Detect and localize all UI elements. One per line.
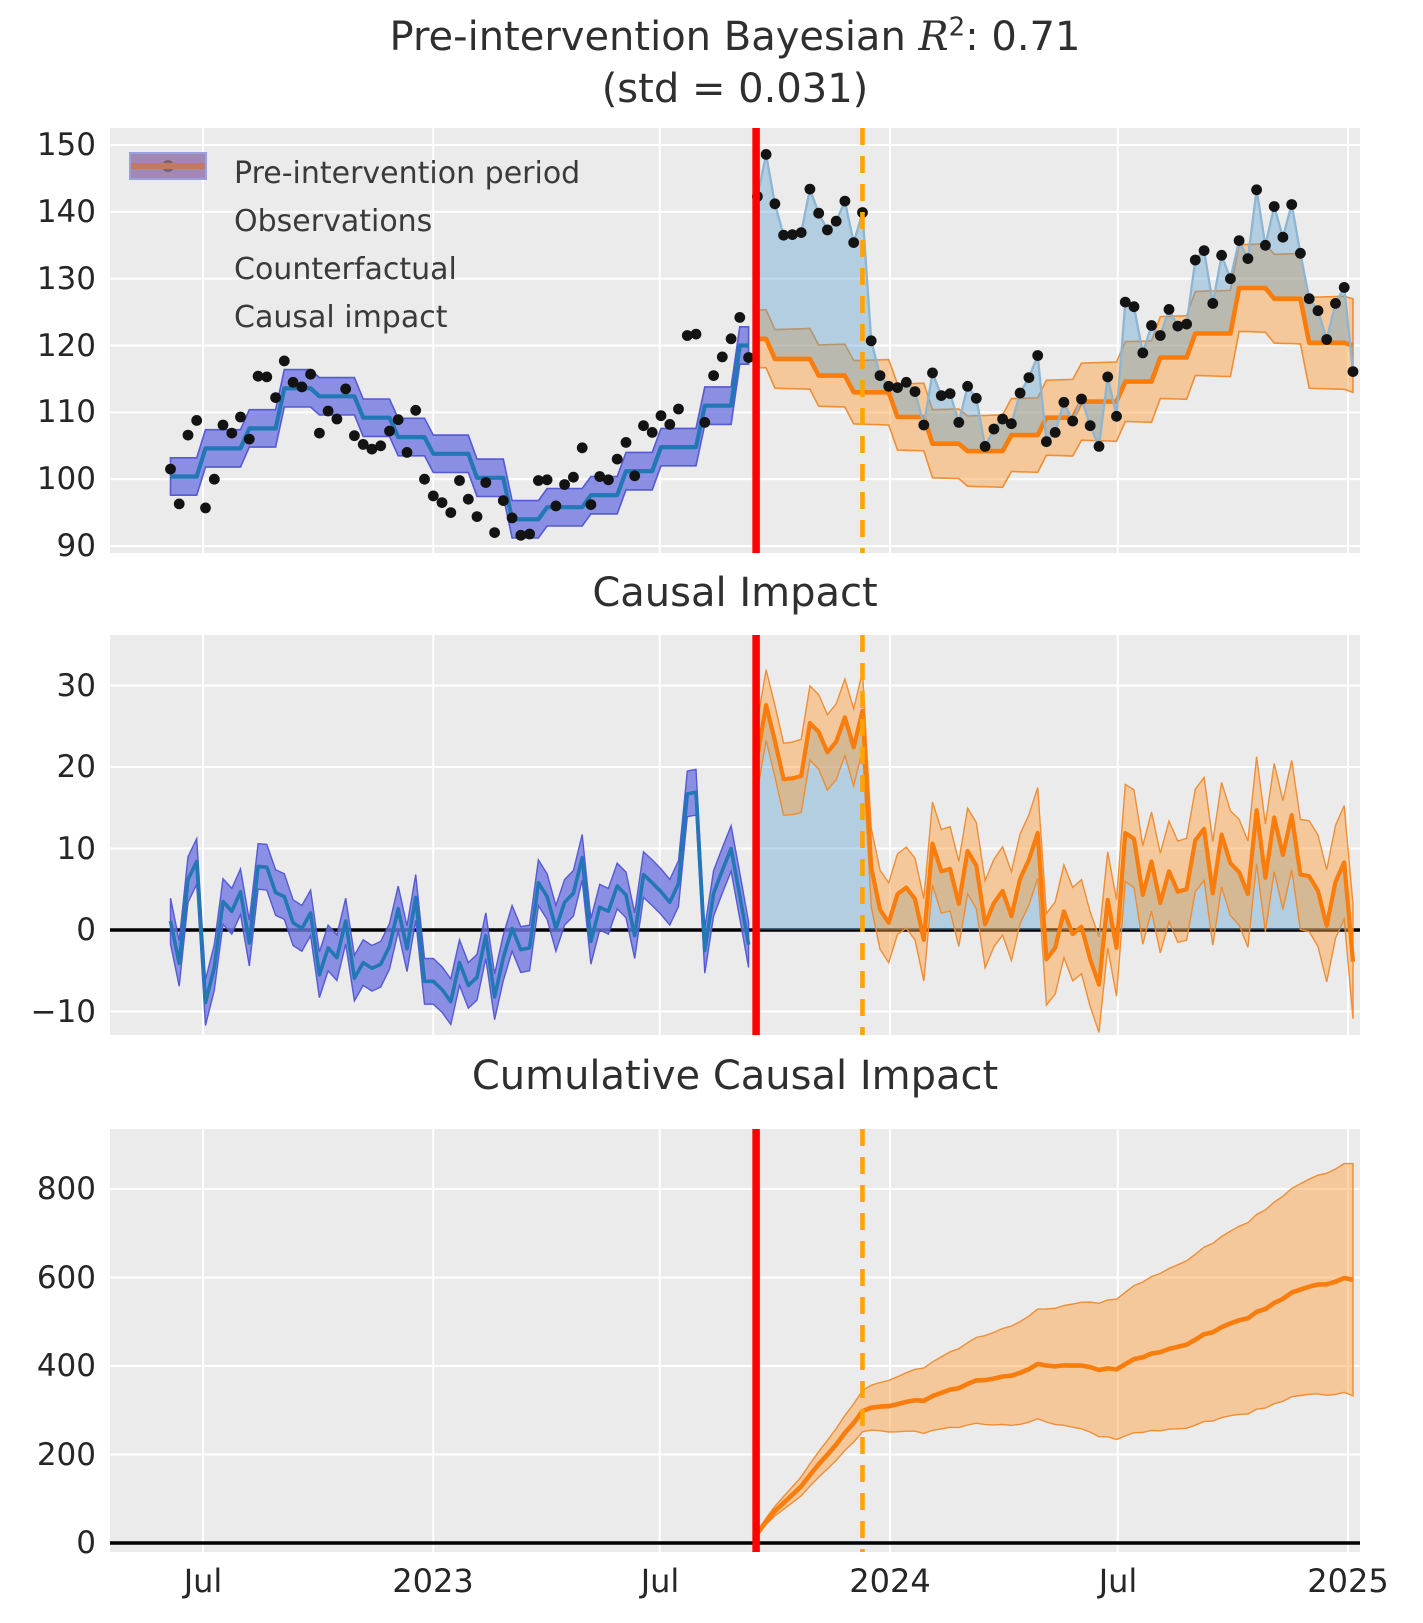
y-tick-label: 150 xyxy=(36,127,96,163)
figure-subtitle: (std = 0.031) xyxy=(601,66,869,112)
y-tick-label: 0 xyxy=(76,912,96,948)
causal-impact-patch-swatch-icon xyxy=(128,152,208,334)
x-tick-label: 2024 xyxy=(849,1562,931,1600)
y-tick-label: 400 xyxy=(36,1348,96,1384)
y-tick-label: 100 xyxy=(36,461,96,497)
title-suffix: : 0.71 xyxy=(965,14,1081,60)
panel3-background xyxy=(110,1129,1360,1552)
y-tick-label: 10 xyxy=(56,831,96,867)
cumulative-line xyxy=(753,1275,1354,1544)
panel2-series xyxy=(110,669,1360,1033)
y-tick-label: 0 xyxy=(76,1525,96,1561)
panel3-series xyxy=(110,1162,1360,1545)
legend-item-counterfactual: Counterfactual xyxy=(128,152,580,293)
y-tick-label: 130 xyxy=(36,261,96,297)
impact-post-line xyxy=(755,703,1356,987)
figure-title: Pre-intervention Bayesian R2: 0.71 xyxy=(390,14,1081,60)
y-tick-label: −10 xyxy=(30,994,96,1030)
x-tick-label: Jul xyxy=(640,1562,680,1600)
y-tick-label: 90 xyxy=(56,528,96,564)
impact-post-band xyxy=(756,669,1354,1033)
y-tick-label: 120 xyxy=(36,328,96,364)
panel2-title: Causal Impact xyxy=(592,570,878,616)
counterfactual-line xyxy=(757,285,1354,454)
y-tick-label: 110 xyxy=(36,394,96,430)
title-r-exponent: 2 xyxy=(948,12,966,43)
impact-causal-fill xyxy=(757,705,1353,985)
panel1-series xyxy=(165,149,1359,541)
legend: Pre-intervention period Observations Cou… xyxy=(128,149,580,341)
x-tick-label: Jul xyxy=(183,1562,223,1600)
x-tick-label: 2023 xyxy=(392,1562,474,1600)
observation-dots xyxy=(165,149,1359,541)
legend-item-observations: Observations xyxy=(128,160,580,245)
counterfactual-band-swatch-icon xyxy=(128,152,208,286)
legend-label: Causal impact xyxy=(234,299,448,335)
impact-pre-line xyxy=(168,790,751,1005)
y-tick-label: 200 xyxy=(36,1437,96,1473)
y-tick-label: 140 xyxy=(36,194,96,230)
title-prefix: Pre-intervention Bayesian xyxy=(389,14,919,60)
legend-item-causal-impact: Causal impact xyxy=(128,152,580,341)
y-tick-label: 600 xyxy=(36,1260,96,1296)
legend-item-pre-intervention: Pre-intervention period xyxy=(128,149,580,197)
legend-label: Pre-intervention period xyxy=(234,155,581,191)
observations-dot-swatch-icon xyxy=(128,160,208,238)
legend-label: Counterfactual xyxy=(234,251,457,287)
x-tick-label: Jul xyxy=(1098,1562,1138,1600)
panel3-title: Cumulative Causal Impact xyxy=(471,1053,999,1099)
pre-intervention-fit-line xyxy=(170,343,749,522)
y-tick-label: 30 xyxy=(56,668,96,704)
legend-label: Observations xyxy=(234,203,433,239)
title-r-symbol: R xyxy=(918,14,949,60)
x-tick-label: 2025 xyxy=(1307,1562,1389,1600)
pre-intervention-band xyxy=(169,326,750,539)
y-tick-label: 20 xyxy=(56,749,96,785)
causal-impact-fill xyxy=(757,154,1353,452)
y-tick-label: 800 xyxy=(36,1171,96,1207)
impact-pre-band xyxy=(169,768,750,1027)
counterfactual-band xyxy=(756,243,1354,489)
